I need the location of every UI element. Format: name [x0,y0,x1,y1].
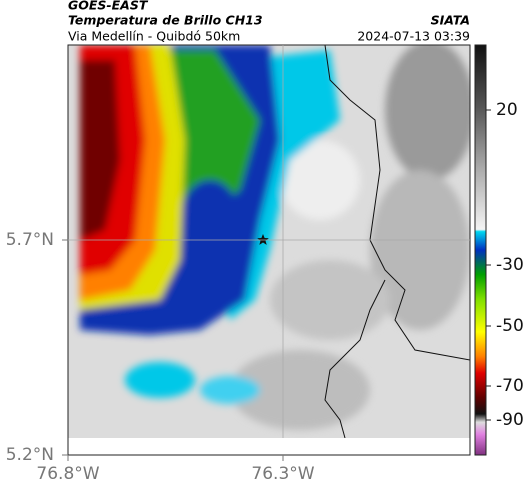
satellite: GOES-EAST [68,0,149,13]
colorbar-label: 20 [496,100,518,120]
product: Temperatura de Brillo CH13 [68,13,263,28]
source: SIATA [431,13,470,28]
colorbar-label: -50 [496,316,524,336]
colorbar [474,44,487,456]
colorbar-label: -90 [496,410,524,430]
colorbar-label: -70 [496,376,524,396]
lat-label: 5.7°N [6,230,54,250]
lon-label: 76.8°W [36,464,99,484]
map-frame [67,44,471,456]
timestamp: 2024-07-13 03:39 [357,29,470,44]
route: Via Medellín - Quibdó 50km [68,29,240,44]
axes: 5.7°N 5.2°N76.8°W 76.3°W 20 -30 -50 -70 -90 [6,45,524,484]
satellite-image [68,45,470,455]
lon-label: 76.3°W [251,464,314,484]
colorbar-label: -30 [496,255,524,275]
location-marker [257,234,269,245]
lat-label: 5.2°N [6,445,54,465]
